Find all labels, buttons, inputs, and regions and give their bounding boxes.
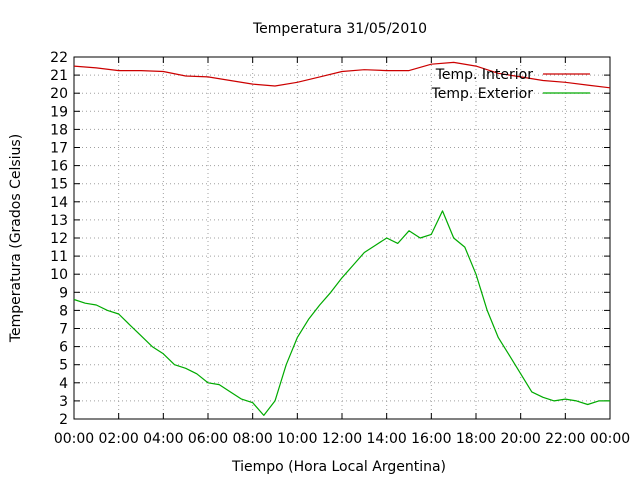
legend-label-interior: Temp. Interior (435, 67, 534, 83)
y-tick-label: 17 (50, 141, 68, 157)
series-line-interior (73, 61, 611, 89)
y-tick-label: 19 (50, 104, 68, 120)
x-axis-label: Tiempo (Hora Local Argentina) (231, 459, 446, 475)
y-tick-label: 21 (50, 68, 68, 84)
x-tick-label: 06:00 (188, 431, 228, 447)
y-tick-label: 22 (50, 50, 68, 66)
y-tick-label: 13 (50, 213, 68, 229)
grid (74, 57, 610, 419)
x-tick-label: 04:00 (143, 431, 183, 447)
y-tick-label: 11 (50, 249, 68, 265)
y-tick-label: 16 (50, 159, 68, 175)
x-tick-label: 18:00 (456, 431, 496, 447)
y-tick-label: 8 (59, 303, 68, 319)
axis-ticks: 00:00 02:00 04:00 06:00 08:00 10:00 12:00 14:00… (50, 50, 630, 447)
chart-title: Temperatura 31/05/2010 (252, 21, 427, 37)
y-tick-label: 18 (50, 122, 68, 138)
legend: Temp. Interior Temp. Exterior (431, 67, 590, 102)
x-tick-label: 12:00 (322, 431, 362, 447)
y-tick-label: 7 (59, 322, 68, 338)
y-axis-label: Temperatura (Grados Celsius) (8, 134, 24, 343)
x-tick-label: 00:00 (590, 431, 630, 447)
x-tick-label: 20:00 (500, 431, 540, 447)
x-tick-label: 14:00 (366, 431, 406, 447)
y-tick-label: 10 (50, 267, 68, 283)
y-tick-label: 12 (50, 231, 68, 247)
y-tick-label: 2 (59, 412, 68, 428)
x-tick-label: 00:00 (54, 431, 94, 447)
y-tick-label: 15 (50, 177, 68, 193)
y-tick-label: 20 (50, 86, 68, 102)
legend-label-exterior: Temp. Exterior (431, 86, 534, 102)
y-tick-label: 6 (59, 340, 68, 356)
y-tick-label: 3 (59, 394, 68, 410)
y-tick-label: 4 (59, 376, 68, 392)
y-tick-label: 14 (50, 195, 68, 211)
y-tick-label: 9 (59, 285, 68, 301)
x-tick-label: 02:00 (98, 431, 138, 447)
y-tick-label: 5 (59, 358, 68, 374)
series-line-exterior (73, 210, 610, 416)
x-tick-label: 22:00 (545, 431, 585, 447)
x-tick-label: 10:00 (277, 431, 317, 447)
x-tick-label: 08:00 (232, 431, 272, 447)
x-tick-label: 16:00 (411, 431, 451, 447)
series-lines (73, 61, 611, 416)
